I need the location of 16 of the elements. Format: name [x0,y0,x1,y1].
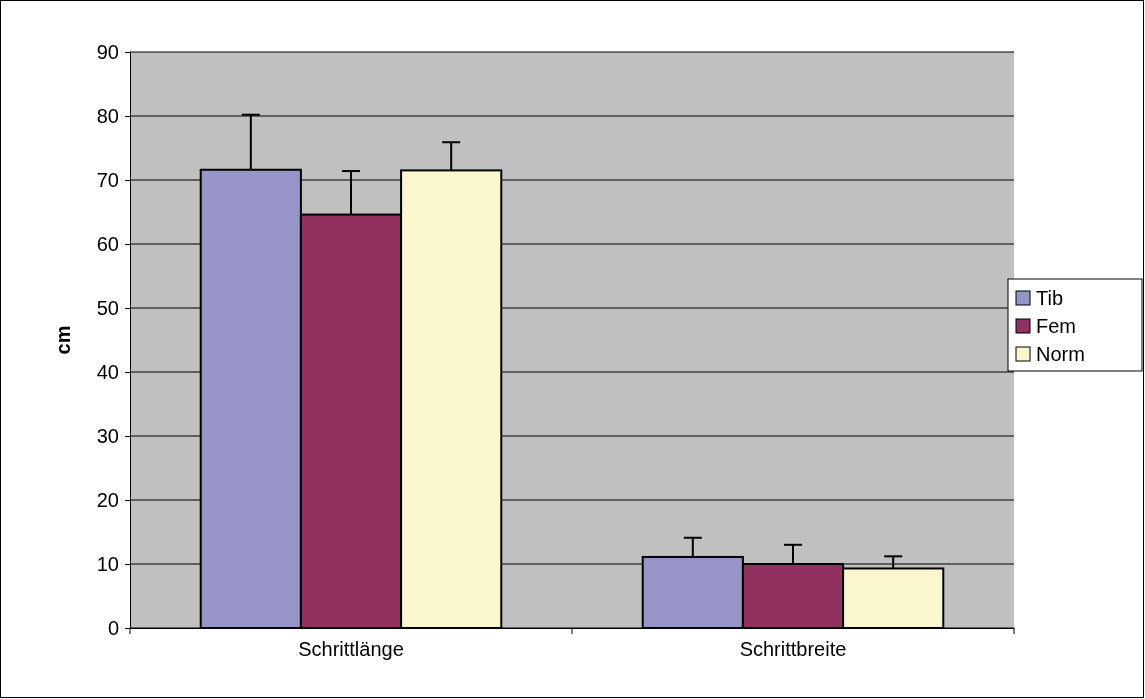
legend-label: Fem [1036,315,1076,337]
y-tick-label: 90 [96,40,119,63]
legend-label: Norm [1036,343,1085,365]
x-tick-label: Schrittbreite [739,638,847,661]
y-tick-label: 40 [96,360,119,383]
x-tick-label: Schrittlänge [298,638,404,661]
y-tick-label: 10 [96,552,119,575]
y-tick-label: 70 [96,168,119,191]
y-tick-label: 20 [96,488,119,511]
y-tick-label: 0 [107,616,119,639]
y-tick-label: 80 [96,104,119,127]
legend-label: Tib [1036,287,1064,309]
y-axis-title: cm [52,325,74,355]
y-tick-label: 60 [96,232,119,255]
y-tick-label: 30 [96,424,119,447]
y-tick-label: 50 [96,296,119,319]
